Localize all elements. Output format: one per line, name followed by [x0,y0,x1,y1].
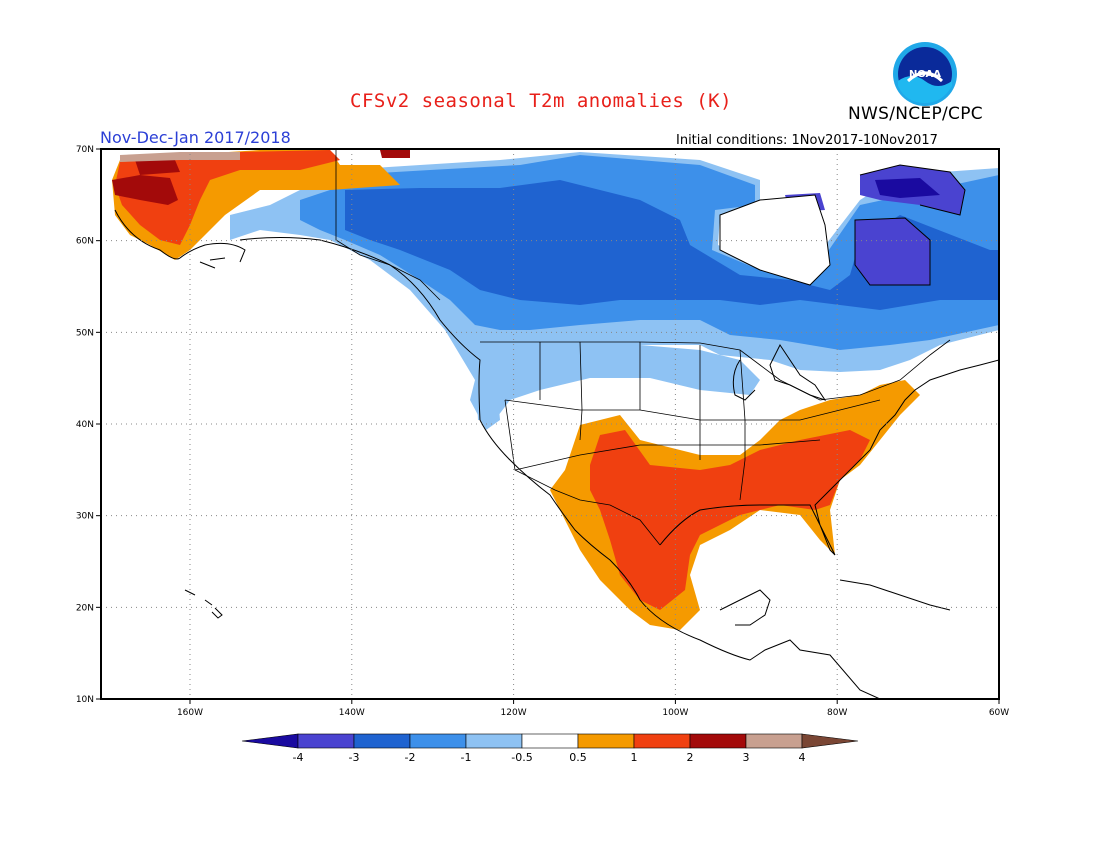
logo-text: NOAA [909,69,941,80]
lon-tick-label: 100W [662,708,688,718]
alaska-warm-extreme [120,152,240,162]
colorbar-bin [353,733,411,749]
colorbar-high-arrow [801,733,859,749]
colorbar-label: 3 [743,751,750,764]
colorbar-label: -3 [349,751,360,764]
colorbar-label: 2 [687,751,694,764]
baffin-cold-extreme [875,178,940,198]
colorbar-label: -4 [293,751,304,764]
initial-conditions: Initial conditions: 1Nov2017-10Nov2017 [676,133,938,148]
lat-tick-label: 60N [76,237,94,247]
alaska-warm-mid [115,150,340,245]
colorbar-bin [689,733,747,749]
colorbar-bin [297,733,355,749]
lat-tick-label: 20N [76,603,94,613]
lon-tick-label: 140W [339,708,365,718]
alaska-warm-strong [112,175,178,205]
latitude-labels: 70N 60N 50N 40N 30N 20N 10N [76,145,101,705]
us-south-warm-mid [590,430,870,610]
lat-tick-label: 50N [76,328,94,338]
colorbar-label: 4 [799,751,806,764]
greenland-white [720,195,830,285]
lon-tick-label: 60W [989,708,1009,718]
lon-tick-label: 160W [177,708,203,718]
forecast-period: Nov-Dec-Jan 2017/2018 [100,128,291,147]
longitude-labels: 160W 140W 120W 100W 80W 60W [177,699,1009,718]
alaska-warm-strong-2 [135,160,180,175]
colorbar-bin [633,733,691,749]
lat-tick-label: 40N [76,420,94,430]
colorbar-bin [745,733,803,749]
colorbar-label: 0.5 [569,751,587,764]
us-north-cool [476,345,760,420]
colorbar-label: -1 [461,751,472,764]
colorbar-bin [409,733,467,749]
canada-cold-dark [345,180,999,310]
lon-tick-label: 80W [827,708,847,718]
colorbar-label: -2 [405,751,416,764]
borders [335,150,951,546]
colorbar-bin [465,733,523,749]
colorbar: -4 -3 -2 -1 -0.5 0.5 1 2 3 4 [241,733,859,764]
lon-tick-label: 120W [501,708,527,718]
colorbar-bin [521,733,579,749]
lat-tick-label: 30N [76,512,94,522]
alaska-warm-strong-3 [380,150,410,158]
colorbar-bin [577,733,635,749]
anomaly-shading [112,150,999,630]
map-title: CFSv2 seasonal T2m anomalies (K) [350,90,733,112]
noaa-logo-icon: NOAA [893,42,957,106]
hudson-cold-strong [855,218,930,285]
map-plot-area [112,150,999,699]
lat-tick-label: 70N [76,145,94,155]
graticule [101,149,999,699]
colorbar-label: -0.5 [511,751,532,764]
lat-tick-label: 10N [76,695,94,705]
colorbar-label: 1 [631,751,638,764]
agency-label: NWS/NCEP/CPC [848,104,983,124]
colorbar-low-arrow [241,733,299,749]
